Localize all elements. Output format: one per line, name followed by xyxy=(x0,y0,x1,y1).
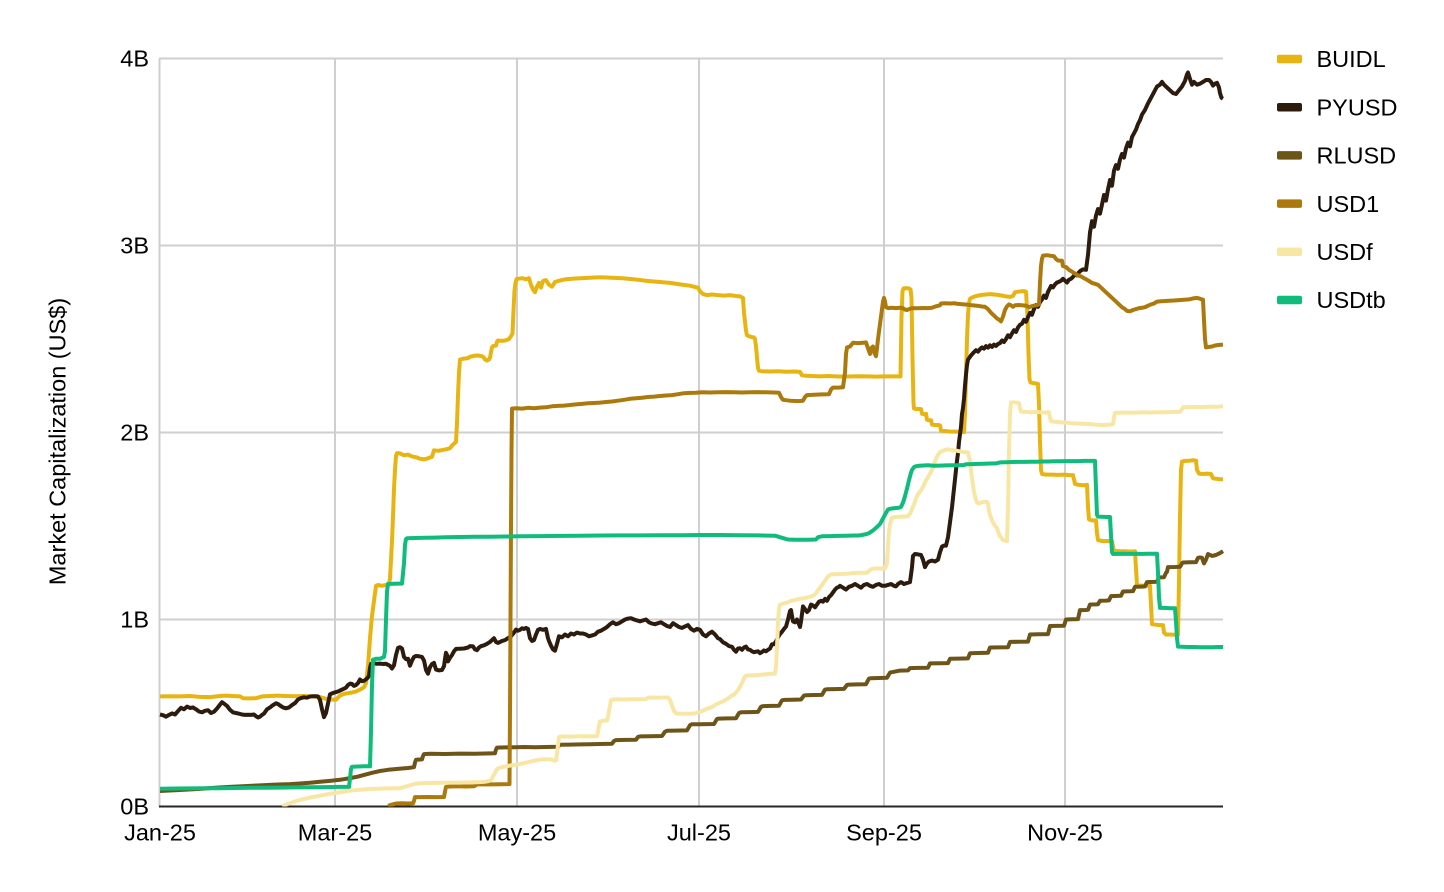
svg-text:USDf: USDf xyxy=(1317,239,1374,265)
svg-text:Nov-25: Nov-25 xyxy=(1027,820,1103,846)
svg-text:Mar-25: Mar-25 xyxy=(298,820,372,846)
svg-text:2B: 2B xyxy=(120,420,149,446)
svg-text:0B: 0B xyxy=(120,794,149,820)
svg-text:USD1: USD1 xyxy=(1317,191,1380,217)
svg-text:1B: 1B xyxy=(120,607,149,633)
svg-text:Jan-25: Jan-25 xyxy=(124,820,196,846)
svg-text:3B: 3B xyxy=(120,233,149,259)
svg-text:4B: 4B xyxy=(120,46,149,72)
svg-text:Market Capitalization (US$): Market Capitalization (US$) xyxy=(45,298,71,585)
svg-text:RLUSD: RLUSD xyxy=(1317,143,1397,169)
svg-text:BUIDL: BUIDL xyxy=(1317,46,1386,72)
svg-text:Sep-25: Sep-25 xyxy=(846,820,922,846)
svg-text:USDtb: USDtb xyxy=(1317,287,1386,313)
svg-text:May-25: May-25 xyxy=(478,820,556,846)
svg-text:PYUSD: PYUSD xyxy=(1317,94,1398,120)
svg-text:Jul-25: Jul-25 xyxy=(667,820,731,846)
